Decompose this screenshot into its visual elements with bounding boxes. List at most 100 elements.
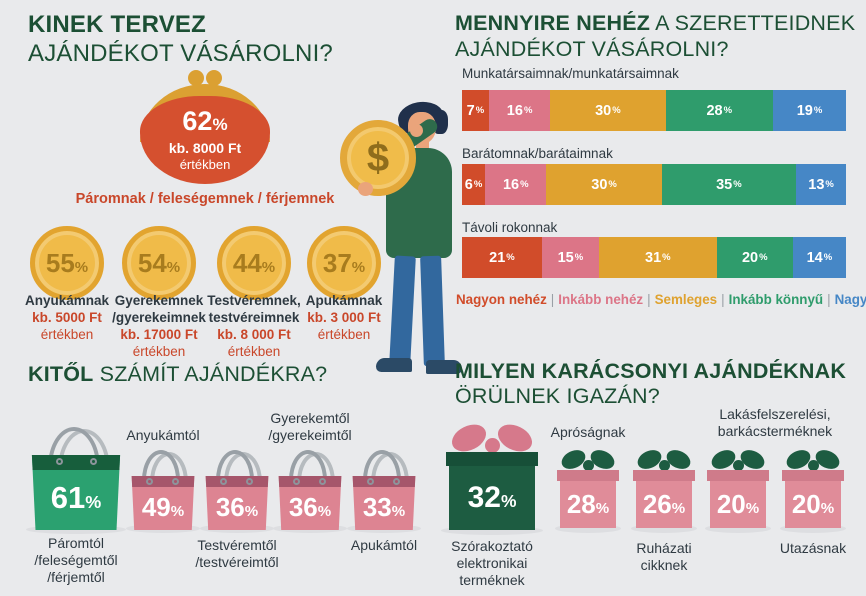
- bow-knot: [583, 460, 594, 471]
- person-shoe: [376, 358, 412, 372]
- bar-segment: 16%: [488, 90, 551, 131]
- bag-body: 33%: [352, 476, 416, 530]
- coin-percent-mother: 55%: [30, 226, 104, 300]
- title-line: A SZERETTEIDNEK: [650, 11, 856, 35]
- bag-body: 61%: [31, 455, 121, 530]
- gift-lid: [557, 470, 619, 481]
- bow-knot: [659, 460, 670, 471]
- handle-knob: [246, 478, 253, 485]
- bow-knot: [485, 438, 500, 453]
- bar-segment: 13%: [796, 164, 847, 205]
- section-title-which-gifts: MILYEN KARÁCSONYI AJÁNDÉKNAK ÖRÜLNEK IGA…: [455, 359, 846, 409]
- bag-label-below: Apukámtól: [350, 537, 418, 553]
- handle-knob: [319, 478, 326, 485]
- bag-percent: 36%: [215, 491, 259, 522]
- title-line: ÖRÜLNEK IGAZÁN?: [455, 384, 660, 408]
- bar-segment: 35%: [661, 164, 797, 205]
- handle-knob: [293, 478, 300, 485]
- purse-percent: 62%: [182, 106, 228, 136]
- bag-body: 36%: [278, 476, 342, 530]
- coin-percent-father: 37%: [307, 226, 381, 300]
- person-hand: [410, 124, 423, 137]
- gift-lid: [782, 470, 844, 481]
- bar-segment: 30%: [550, 90, 666, 131]
- legend-item: Nagyon nehéz: [456, 292, 547, 307]
- title-line: AJÁNDÉKOT VÁSÁROLNI?: [455, 37, 729, 61]
- bag-label-below: Páromtól /feleségemtől /férjemtől: [34, 535, 118, 585]
- shadow: [631, 524, 697, 533]
- gift-percent: 20%: [791, 489, 835, 519]
- purse-value-suffix: értékben: [179, 157, 231, 172]
- bow-knot: [733, 460, 744, 471]
- title-line: SZÁMÍT AJÁNDÉKRA?: [93, 362, 328, 386]
- bar-segment: 19%: [773, 90, 846, 131]
- person-leg: [420, 255, 445, 367]
- legend-item: Inkább könnyű: [728, 292, 824, 307]
- purse-clasp-ball: [188, 70, 204, 86]
- title-line: MILYEN KARÁCSONYI AJÁNDÉKNAK: [455, 359, 847, 383]
- legend-item: Nagyon könnyű: [834, 292, 866, 307]
- gift-lid: [707, 470, 769, 481]
- person-leg: [389, 255, 416, 367]
- section-title-who-expects: KITŐL SZÁMÍT AJÁNDÉKRA?: [28, 362, 327, 387]
- gift-percent: 20%: [716, 489, 760, 519]
- section-title-how-hard: MENNYIRE NEHÉZ A SZERETTEIDNEK AJÁNDÉKOT…: [455, 10, 855, 62]
- stacked-bar-friends: 6% 16% 30% 35% 13%: [462, 164, 847, 205]
- gift-box-travel: 20%: [782, 446, 844, 528]
- bag-flap: [278, 476, 342, 487]
- handle-knob: [146, 478, 153, 485]
- section-title-who-buy-for: KINEK TERVEZ AJÁNDÉKOT VÁSÁROLNI?: [28, 10, 333, 68]
- bag-label-above: Gyerekemtől /gyerekeimtől: [268, 410, 352, 443]
- gift-body: 28%: [560, 481, 616, 528]
- bar-segment: 14%: [792, 237, 847, 278]
- gift-percent: 28%: [566, 489, 610, 519]
- coin-label: Anyukámnak kb. 5000 Ft értékben: [24, 293, 110, 342]
- gift-lid: [446, 452, 538, 466]
- gift-percent: 26%: [642, 489, 686, 519]
- bag-percent: 49%: [141, 491, 185, 522]
- handle-knob: [90, 458, 97, 465]
- gift-body: 20%: [785, 481, 841, 528]
- legend-item: Inkább nehéz: [558, 292, 644, 307]
- shadow: [555, 524, 621, 533]
- gift-body: 32%: [449, 466, 535, 530]
- gift-percent: 32%: [467, 481, 517, 514]
- bar-segment: 30%: [546, 164, 662, 205]
- bag-percent: 33%: [362, 491, 406, 522]
- difficulty-legend: Nagyon nehéz | Inkább nehéz | Semleges | Inkáb…: [456, 292, 866, 307]
- bow-knot: [808, 460, 819, 471]
- stacked-bar-coworkers: 7% 16% 30% 28% 19%: [462, 90, 846, 131]
- gift-body: 20%: [710, 481, 766, 528]
- person-hand: [358, 182, 373, 196]
- bar-segment: 15%: [541, 237, 599, 278]
- title-line: AJÁNDÉKOT VÁSÁROLNI?: [28, 40, 333, 67]
- bar-segment: 6%: [462, 164, 486, 205]
- bag-flap: [352, 476, 416, 487]
- coin-label: Testvéremnek, testvéreimnek kb. 8 000 Ft…: [207, 293, 301, 359]
- gift-label-below: Szórakoztató elektronikai terméknek: [451, 538, 533, 588]
- dollar-coin-icon: $: [340, 120, 416, 196]
- bar-segment: 20%: [716, 237, 793, 278]
- bag-percent: 36%: [288, 491, 332, 522]
- bag-flap: [205, 476, 269, 487]
- purse-body: 62% kb. 8000 Ft értékben: [140, 96, 270, 184]
- bar-row-label: Barátomnak/barátaimnak: [462, 146, 613, 161]
- bag-body: 49%: [131, 476, 195, 530]
- coin-percent-children: 54%: [122, 226, 196, 300]
- bar-segment: 16%: [485, 164, 547, 205]
- gift-body: 26%: [636, 481, 692, 528]
- stacked-bar-distant-relatives: 21% 15% 31% 20% 14%: [462, 237, 847, 278]
- legend-item: Semleges: [654, 292, 718, 307]
- bag-label-above: Anyukámtól: [126, 427, 200, 443]
- gift-box-electronics: 32%: [446, 419, 538, 530]
- title-line: KINEK TERVEZ: [28, 11, 206, 38]
- handle-knob: [56, 458, 63, 465]
- purse-clasp-ball: [206, 70, 222, 86]
- bag-flap: [31, 455, 121, 470]
- bar-segment: 31%: [598, 237, 717, 278]
- handle-knob: [367, 478, 374, 485]
- coin-label: Apukámnak kb. 3 000 Ft értékben: [305, 293, 383, 342]
- bar-row-label: Távoli rokonnak: [462, 220, 558, 235]
- bar-row-label: Munkatársaimnak/munkatársaimnak: [462, 66, 679, 81]
